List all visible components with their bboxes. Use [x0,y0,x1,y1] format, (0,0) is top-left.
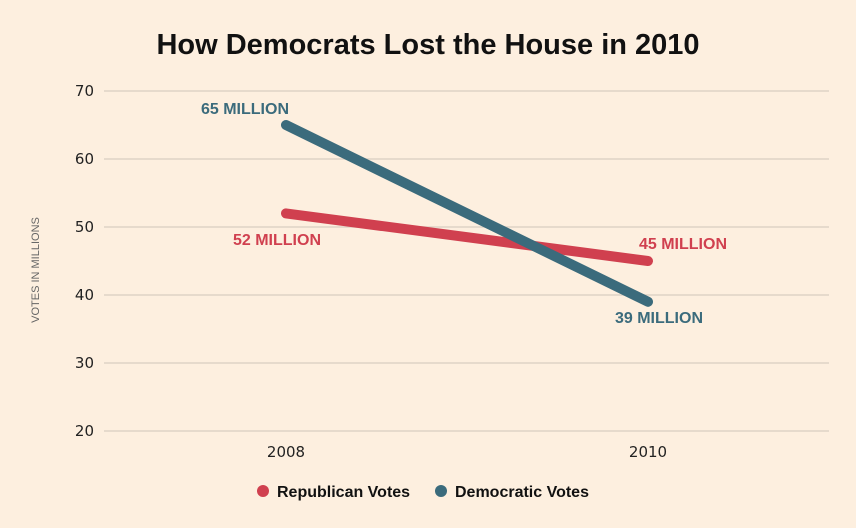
y-tick-label: 30 [75,354,94,372]
legend: Republican Votes Democratic Votes [257,484,589,501]
legend-label: Republican Votes [277,484,410,501]
legend-item[interactable]: Republican Votes [257,484,410,501]
data-label: 39 MILLION [615,310,703,327]
data-label: 45 MILLION [639,236,727,253]
x-tick-label: 2010 [629,443,667,461]
y-axis-label: VOTES IN MILLIONS [30,217,42,323]
y-tick-label: 70 [75,82,94,100]
y-axis-ticks: 70 60 50 40 30 20 [75,82,94,440]
legend-marker-icon [257,485,269,497]
data-labels: 52 MILLION 45 MILLION 65 MILLION 39 MILLION [201,101,727,327]
data-label: 52 MILLION [233,232,321,249]
y-tick-label: 40 [75,286,94,304]
series-lines [281,120,653,307]
series-line-democratic [281,120,653,307]
y-tick-label: 60 [75,150,94,168]
y-tick-label: 20 [75,422,94,440]
data-label: 65 MILLION [201,101,289,118]
legend-marker-icon [435,485,447,497]
x-tick-label: 2008 [267,443,305,461]
legend-label: Democratic Votes [455,484,589,501]
legend-item[interactable]: Democratic Votes [435,484,589,501]
gridlines [104,90,829,432]
x-axis-ticks: 2008 2010 [267,443,667,461]
y-tick-label: 50 [75,218,94,236]
series-line-republican [281,208,653,266]
chart-title: How Democrats Lost the House in 2010 [156,29,699,61]
